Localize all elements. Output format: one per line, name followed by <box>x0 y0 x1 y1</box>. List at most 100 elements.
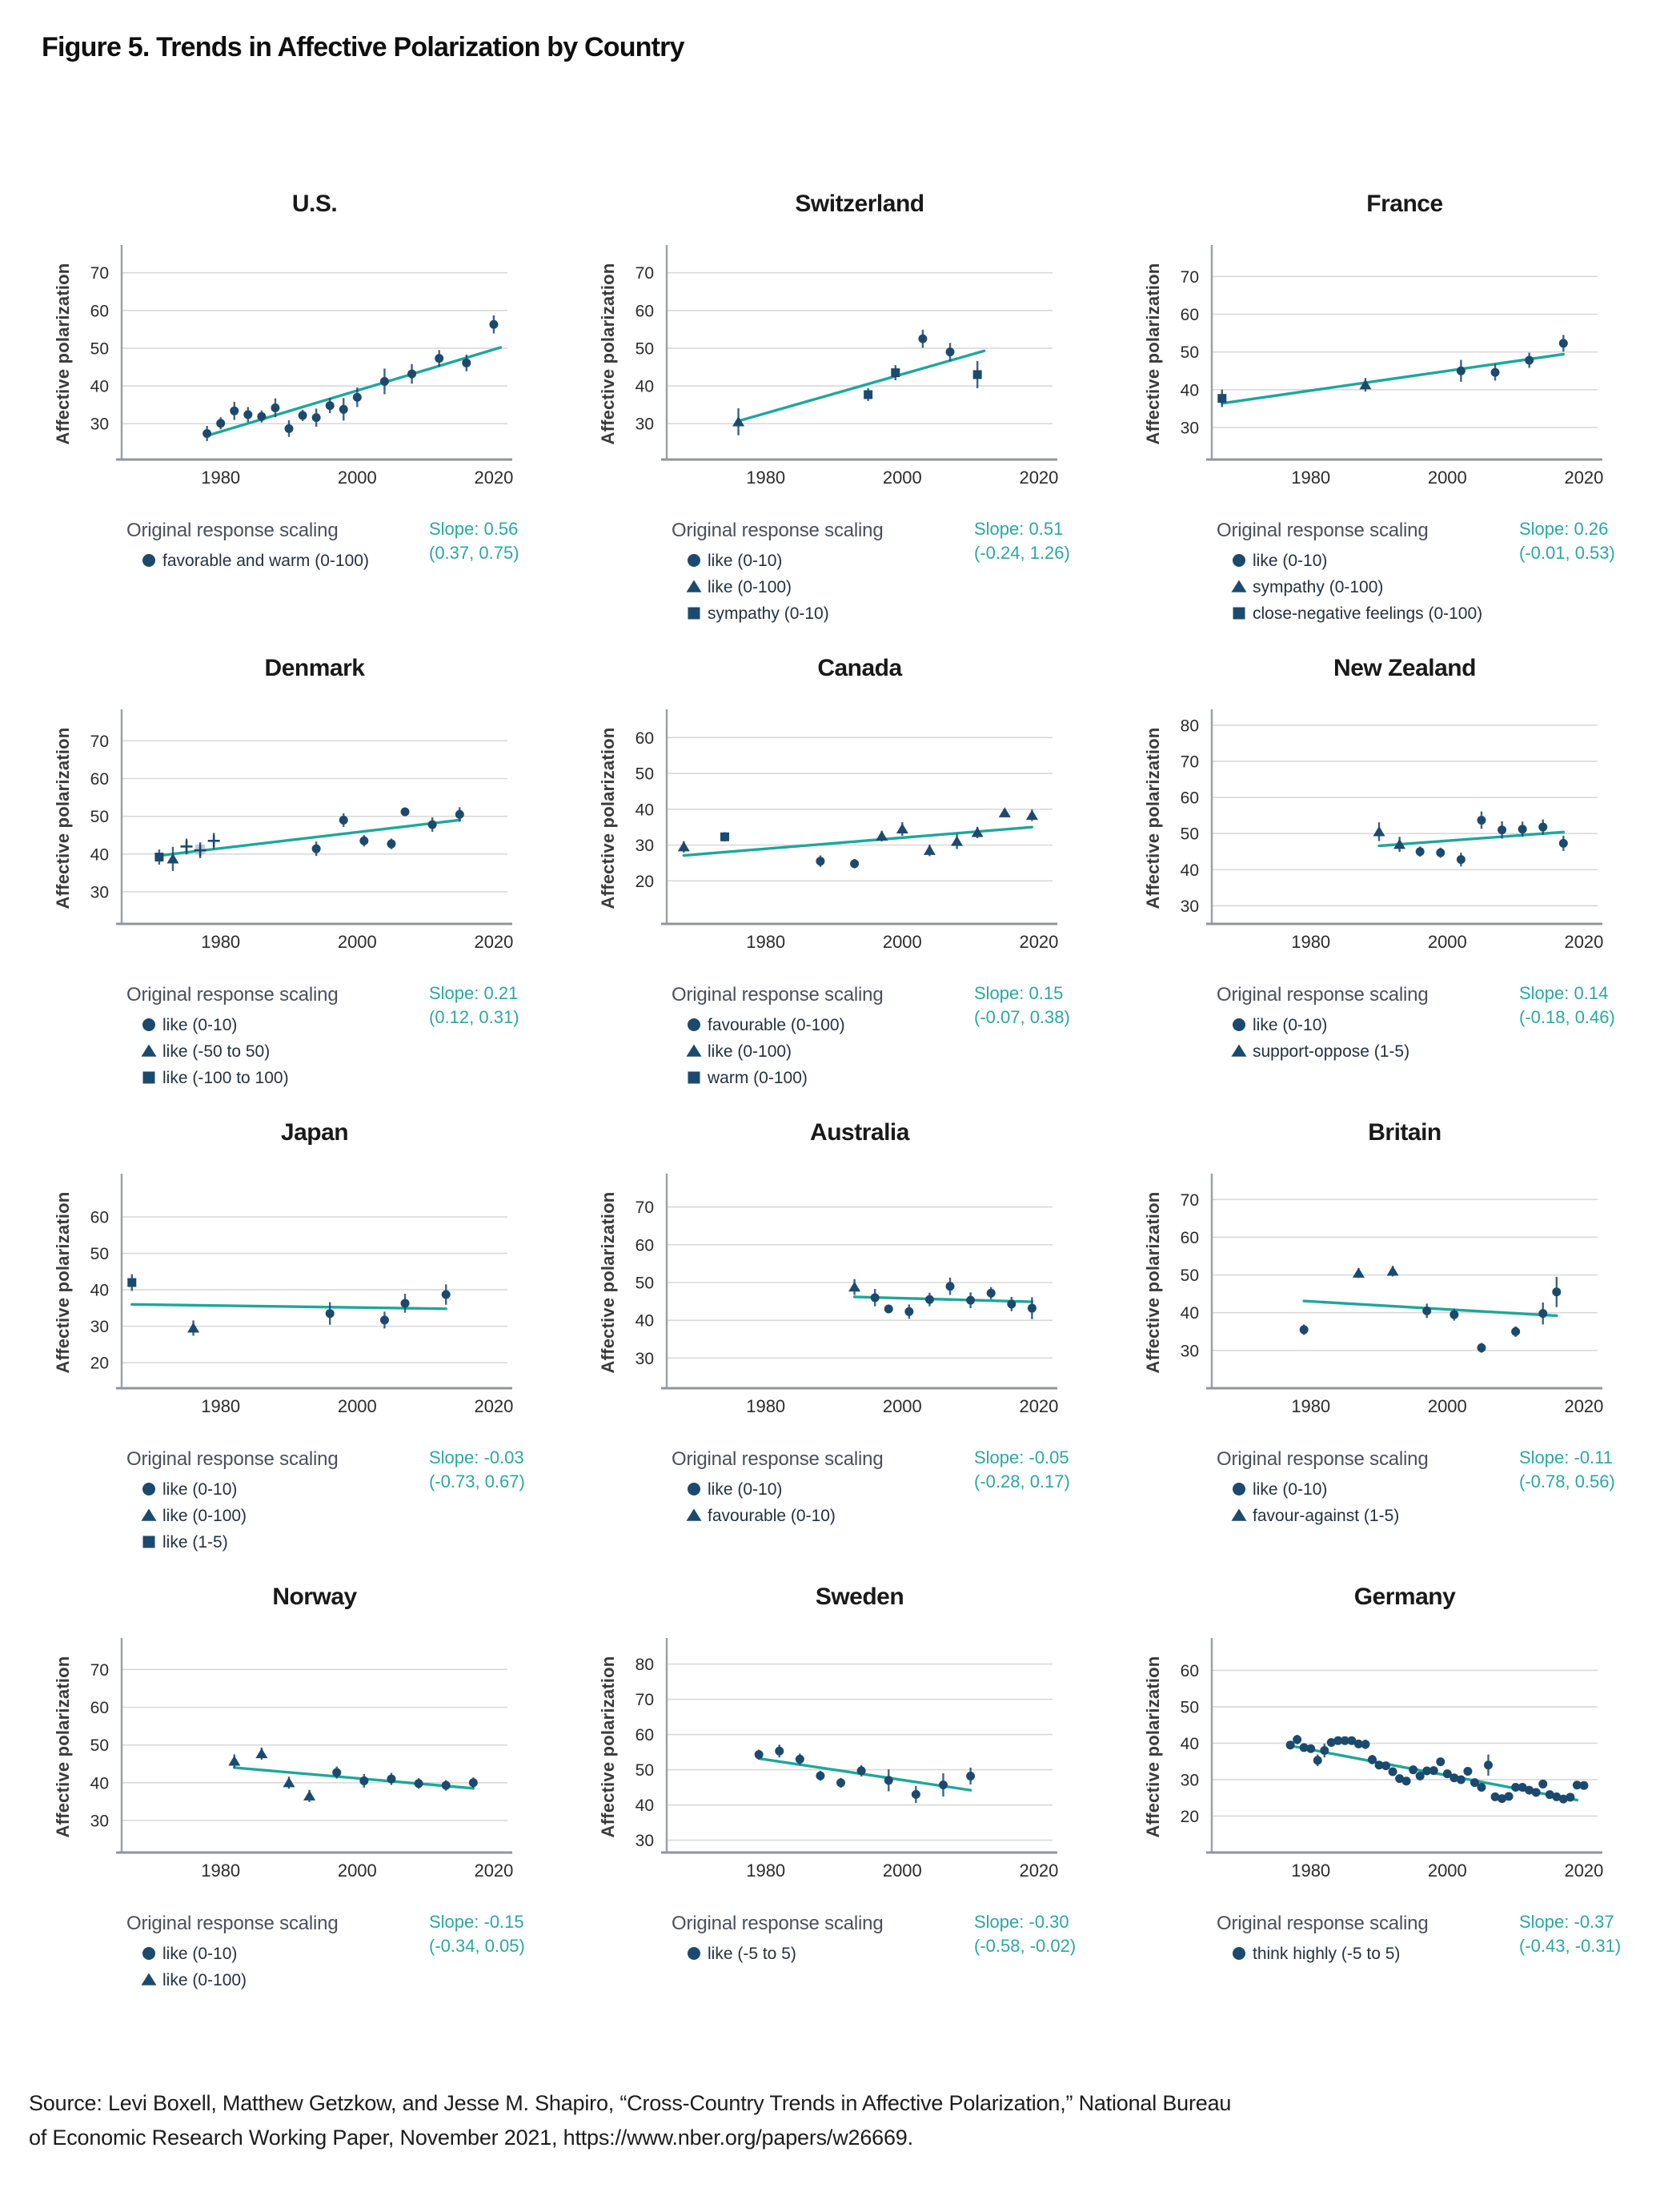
chart-france: 30 40 50 60 70 1980 2000 2020 France Affective po… <box>1122 178 1667 642</box>
y-tick-label: 70 <box>636 1198 654 1217</box>
data-point <box>230 406 239 416</box>
y-tick-label: 50 <box>90 808 109 826</box>
point-circle-marker <box>441 1780 451 1790</box>
point-square-marker <box>972 370 982 379</box>
data-point <box>1558 339 1568 348</box>
data-point <box>1393 838 1406 849</box>
point-square-marker <box>142 1071 155 1084</box>
point-circle-marker <box>1511 1783 1521 1792</box>
data-point <box>1531 1788 1541 1797</box>
data-point <box>1373 825 1385 837</box>
point-circle-marker <box>1027 1303 1036 1313</box>
point-triangle-marker <box>686 1508 702 1521</box>
point-triangle-marker <box>303 1790 316 1801</box>
point-triangle-marker <box>141 1973 157 1985</box>
data-point <box>194 844 206 857</box>
y-axis-label: Affective polarization <box>53 1192 73 1374</box>
point-circle-marker <box>1374 1760 1384 1770</box>
point-circle-marker <box>1340 1736 1349 1745</box>
point-circle-marker <box>1233 1018 1245 1031</box>
point-circle-marker <box>1401 1776 1411 1786</box>
point-circle-marker <box>1498 1794 1507 1804</box>
point-triangle-marker <box>1231 580 1247 592</box>
data-point <box>1007 1299 1016 1309</box>
data-point <box>407 369 417 379</box>
x-tick-label: 2000 <box>1428 932 1467 952</box>
data-point <box>754 1750 764 1760</box>
y-tick-label: 30 <box>1181 1342 1199 1360</box>
point-circle-marker <box>1299 1743 1309 1752</box>
data-point <box>1449 1310 1459 1319</box>
point-circle-marker <box>243 410 253 420</box>
y-tick-label: 60 <box>1181 306 1199 324</box>
y-tick-label: 70 <box>90 1661 109 1680</box>
data-point <box>1381 1761 1391 1771</box>
slope-value: Slope: 0.26 <box>1519 519 1608 539</box>
x-tick-label: 2000 <box>1428 1396 1467 1416</box>
point-circle-marker <box>1449 1773 1459 1783</box>
point-circle-marker <box>1333 1736 1343 1745</box>
data-point <box>896 823 908 834</box>
point-triangle-marker <box>1386 1265 1399 1276</box>
x-tick-label: 1980 <box>1291 468 1330 488</box>
y-tick-label: 50 <box>1181 1698 1199 1716</box>
point-circle-marker <box>455 809 464 819</box>
legend-item <box>142 1483 155 1495</box>
data-point <box>1511 1783 1521 1792</box>
data-point <box>971 826 984 837</box>
data-point <box>202 428 212 438</box>
data-point <box>441 1290 451 1299</box>
legend-item-label: close-negative feelings (0-100) <box>1253 604 1482 623</box>
data-point <box>677 841 690 852</box>
y-tick-label: 20 <box>90 1355 109 1373</box>
y-tick-label: 40 <box>90 845 109 864</box>
y-tick-label: 30 <box>636 416 654 434</box>
x-tick-label: 2020 <box>1019 1861 1058 1881</box>
point-triangle-marker <box>1352 1267 1365 1278</box>
point-circle-marker <box>1456 1775 1466 1784</box>
data-point <box>455 809 464 819</box>
data-point <box>339 404 348 414</box>
data-point <box>1320 1746 1329 1756</box>
data-point <box>864 390 873 399</box>
data-point <box>1386 1265 1399 1276</box>
slope-ci: (-0.58, -0.02) <box>974 1936 1076 1956</box>
x-tick-label: 2020 <box>1564 932 1603 952</box>
legend-header: Original response scaling <box>1217 984 1428 1006</box>
x-tick-label: 2000 <box>883 932 922 952</box>
data-point <box>795 1754 804 1764</box>
point-square-marker <box>891 368 900 378</box>
point-triangle-marker <box>998 807 1011 817</box>
point-circle-marker <box>352 392 362 402</box>
x-tick-label: 1980 <box>746 1396 785 1416</box>
slope-value: Slope: 0.51 <box>974 519 1063 539</box>
y-axis-label: Affective polarization <box>1143 728 1163 909</box>
y-tick-label: 70 <box>1181 753 1199 771</box>
data-point <box>1484 1760 1494 1770</box>
chart-svg: 20 30 40 50 60 1980 2000 2020 Canada Affective po… <box>598 655 1070 1087</box>
point-circle-marker <box>1299 1325 1309 1335</box>
point-triangle-marker <box>1231 1044 1247 1057</box>
data-point <box>876 830 888 841</box>
point-circle-marker <box>966 1295 976 1305</box>
slope-value: Slope: -0.30 <box>974 1912 1069 1932</box>
legend-header: Original response scaling <box>126 520 338 541</box>
legend-item <box>1231 1044 1247 1057</box>
data-point <box>945 1282 955 1291</box>
chart-japan: 20 30 40 50 60 1980 2000 2020 Japan Affective pol… <box>32 1106 577 1571</box>
point-circle-marker <box>945 347 955 357</box>
data-point <box>1299 1743 1309 1752</box>
chart-australia: 30 40 50 60 70 1980 2000 2020 Australia Affective… <box>577 1106 1122 1571</box>
point-circle-marker <box>435 354 444 363</box>
legend-item <box>688 554 700 567</box>
chart-title: Australia <box>810 1119 910 1146</box>
data-point <box>1456 366 1466 375</box>
y-tick-label: 50 <box>1181 1267 1199 1285</box>
slope-ci: (-0.78, 0.56) <box>1519 1471 1615 1491</box>
x-tick-label: 2020 <box>1019 468 1058 488</box>
point-circle-marker <box>407 369 417 379</box>
data-point <box>1025 809 1038 821</box>
point-circle-marker <box>387 1774 396 1784</box>
point-circle-marker <box>1477 1343 1486 1353</box>
point-circle-marker <box>986 1288 996 1298</box>
